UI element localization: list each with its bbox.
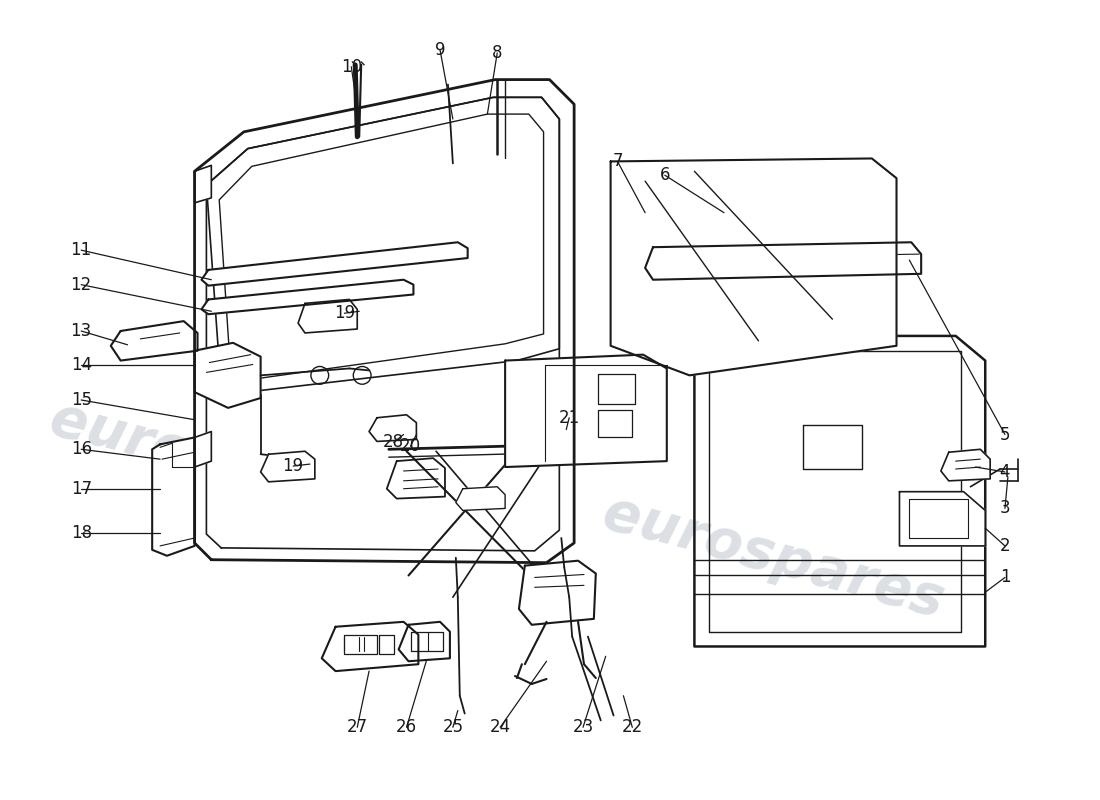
Text: 19: 19 [334,304,355,322]
Text: 5: 5 [1000,426,1010,443]
Polygon shape [940,450,990,481]
Polygon shape [900,492,986,546]
Polygon shape [370,414,417,442]
Text: 22: 22 [621,718,642,736]
Text: 27: 27 [346,718,367,736]
Polygon shape [201,280,414,314]
Polygon shape [152,438,195,556]
Text: 8: 8 [492,44,503,62]
Polygon shape [195,79,574,562]
Polygon shape [387,458,446,498]
Text: 14: 14 [70,357,91,374]
Polygon shape [195,343,261,408]
Text: 28: 28 [383,434,405,451]
Polygon shape [610,158,896,375]
Text: 9: 9 [434,41,446,59]
Text: 3: 3 [1000,499,1010,518]
Text: 25: 25 [442,718,463,736]
Text: 7: 7 [613,153,623,170]
Polygon shape [261,451,315,482]
Text: 12: 12 [70,276,91,294]
Polygon shape [201,242,468,286]
Text: 4: 4 [1000,463,1010,481]
Polygon shape [298,299,358,333]
Text: 15: 15 [70,391,91,409]
Polygon shape [505,354,667,467]
Text: eurospares: eurospares [44,392,397,534]
Text: 24: 24 [490,718,510,736]
Text: 26: 26 [396,718,417,736]
Text: 17: 17 [70,480,91,498]
Polygon shape [195,431,211,467]
Text: 19: 19 [283,457,304,475]
Text: 13: 13 [70,322,91,340]
Polygon shape [455,486,505,510]
Text: 18: 18 [70,524,91,542]
Text: 10: 10 [341,58,362,76]
Text: 1: 1 [1000,569,1010,586]
Polygon shape [398,622,450,662]
Text: 11: 11 [70,241,91,259]
Text: 20: 20 [400,438,421,455]
Text: 23: 23 [572,718,594,736]
Polygon shape [321,622,418,671]
Polygon shape [111,321,198,361]
Text: 2: 2 [1000,537,1010,555]
Text: eurospares: eurospares [597,486,949,630]
Polygon shape [645,242,921,280]
Text: 16: 16 [70,440,91,458]
Polygon shape [195,166,211,203]
Text: 6: 6 [660,166,670,184]
Polygon shape [519,561,596,625]
Text: 21: 21 [559,409,580,426]
